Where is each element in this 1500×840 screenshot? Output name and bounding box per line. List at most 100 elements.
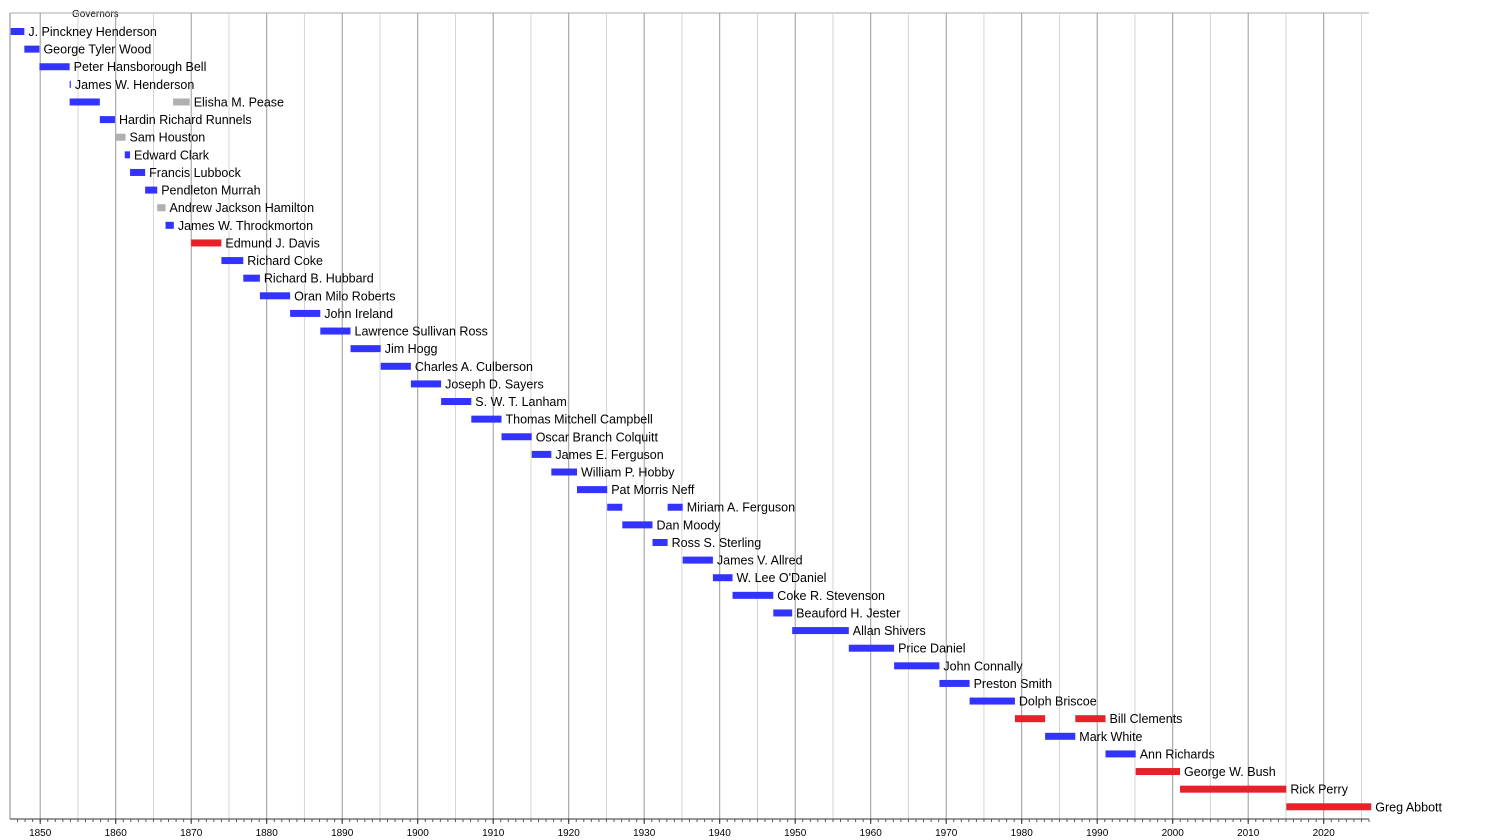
term-bar — [1286, 803, 1372, 811]
governor-label: Bill Clements — [1110, 712, 1183, 726]
term-bar — [259, 292, 291, 300]
term-bar — [350, 345, 381, 353]
term-bar — [894, 662, 940, 670]
term-bar — [39, 63, 70, 71]
governor-label: William P. Hobby — [581, 466, 675, 480]
term-bar — [1135, 768, 1181, 776]
governor-label: Francis Lubbock — [149, 166, 241, 180]
x-tick-label: 1880 — [256, 828, 279, 839]
term-bar — [682, 556, 713, 564]
x-tick-label: 1940 — [709, 828, 732, 839]
x-tick-label: 2020 — [1313, 828, 1336, 839]
governor-label: Edward Clark — [134, 148, 210, 162]
x-tick-label: 1850 — [29, 828, 52, 839]
governor-label: Greg Abbott — [1375, 800, 1442, 814]
term-bar — [667, 503, 683, 511]
governor-label: George Tyler Wood — [43, 43, 151, 57]
term-bar — [1014, 715, 1046, 723]
governor-label: Lawrence Sullivan Ross — [355, 325, 488, 339]
governor-label: Thomas Mitchell Campbell — [506, 413, 653, 427]
governor-label: Edmund J. Davis — [225, 236, 319, 250]
term-bar — [290, 309, 321, 317]
governor-label: Dan Moody — [657, 518, 722, 532]
term-bar — [712, 574, 733, 582]
term-bar — [969, 697, 1015, 705]
governor-label: Richard Coke — [247, 254, 323, 268]
term-bar — [157, 204, 166, 212]
governor-label: Pat Morris Neff — [611, 483, 695, 497]
governor-label: Ross S. Sterling — [672, 536, 762, 550]
governor-label: Miriam A. Ferguson — [687, 501, 795, 515]
x-tick-label: 1960 — [860, 828, 883, 839]
governor-label: James W. Henderson — [75, 78, 195, 92]
term-bar — [1180, 785, 1287, 793]
term-bar — [173, 98, 190, 106]
governor-label: Coke R. Stevenson — [777, 589, 885, 603]
governor-label: James E. Ferguson — [555, 448, 663, 462]
governor-label: Oscar Branch Colquitt — [536, 430, 659, 444]
governor-label: Allan Shivers — [853, 624, 926, 638]
governor-label: Pendleton Murrah — [161, 184, 260, 198]
governor-label: John Ireland — [324, 307, 393, 321]
governor-label: Joseph D. Sayers — [445, 377, 544, 391]
governor-label: S. W. T. Lanham — [475, 395, 566, 409]
term-bar — [1105, 750, 1136, 758]
term-bar — [792, 627, 849, 635]
term-bar — [773, 609, 793, 617]
term-bar — [69, 98, 100, 106]
governor-label: Peter Hansborough Bell — [74, 60, 207, 74]
term-bar — [10, 28, 25, 35]
term-bar — [848, 644, 895, 652]
x-tick-label: 1920 — [558, 828, 581, 839]
governor-label: Beauford H. Jester — [796, 606, 900, 620]
gridlines — [9, 12, 1369, 819]
term-bar — [607, 503, 623, 511]
governor-label: Mark White — [1079, 730, 1142, 744]
x-tick-label: 1970 — [935, 828, 958, 839]
term-bar — [124, 151, 131, 159]
x-tick-label: 1980 — [1011, 828, 1034, 839]
x-tick-label: 1910 — [482, 828, 505, 839]
x-tick-label: 1870 — [180, 828, 203, 839]
x-tick-label: 1900 — [407, 828, 430, 839]
governor-label: John Connally — [943, 659, 1023, 673]
governor-label: Oran Milo Roberts — [294, 289, 395, 303]
governor-label: Dolph Briscoe — [1019, 695, 1097, 709]
governor-label: George W. Bush — [1184, 765, 1276, 779]
x-tick-label: 2010 — [1237, 828, 1260, 839]
governor-label: Elisha M. Pease — [194, 95, 284, 109]
x-tick-label: 2000 — [1162, 828, 1185, 839]
governor-label: W. Lee O'Daniel — [737, 571, 827, 585]
x-tick-label: 1990 — [1086, 828, 1109, 839]
term-bar — [441, 398, 472, 406]
term-bar — [69, 80, 71, 88]
term-bar — [551, 468, 578, 476]
term-bar — [501, 433, 532, 441]
governor-label: Ann Richards — [1140, 747, 1215, 761]
term-bar — [622, 521, 653, 529]
chart-title: Governors — [72, 9, 119, 20]
x-tick-label: 1930 — [633, 828, 656, 839]
governor-label: Rick Perry — [1290, 783, 1348, 797]
term-bar — [410, 380, 442, 388]
x-axis: 1850 1860 1870 1880 1890 1900 1910 1920 1930 1940… — [10, 818, 1370, 839]
governor-label: Hardin Richard Runnels — [119, 113, 252, 127]
term-bar — [320, 327, 351, 335]
governor-label: J. Pinckney Henderson — [28, 25, 157, 39]
governor-label: Preston Smith — [974, 677, 1053, 691]
governor-label: Price Daniel — [898, 642, 965, 656]
governor-label: James V. Allred — [717, 554, 803, 568]
governor-label: Jim Hogg — [385, 342, 438, 356]
term-bar — [24, 45, 40, 53]
term-bar — [380, 362, 411, 370]
term-bar — [221, 257, 244, 265]
governor-label: Richard B. Hubbard — [264, 272, 374, 286]
term-bar — [577, 486, 608, 494]
term-bar — [99, 116, 115, 124]
governor-label: Sam Houston — [130, 131, 206, 145]
term-bar — [191, 239, 222, 247]
x-tick-label: 1950 — [784, 828, 807, 839]
term-bar — [1045, 732, 1076, 740]
term-bar — [939, 679, 970, 687]
